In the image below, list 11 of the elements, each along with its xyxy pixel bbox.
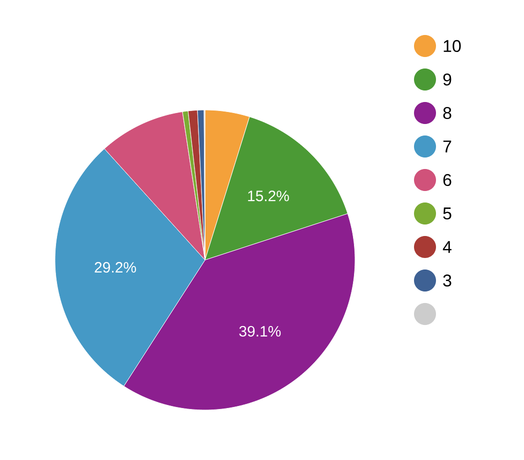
legend-label: 9 — [443, 73, 452, 86]
data-label: 39.1% — [239, 326, 281, 337]
data-label: 29.2% — [94, 262, 136, 273]
data-label: 15.2% — [248, 190, 289, 202]
legend-label: 8 — [443, 106, 452, 120]
legend-label: 5 — [443, 208, 452, 220]
legend-label: 3 — [443, 274, 452, 287]
legend-label: 7 — [443, 140, 452, 152]
legend-label: 6 — [443, 174, 452, 186]
legend-label: 4 — [442, 241, 452, 253]
legend-label: 10 — [444, 40, 461, 52]
